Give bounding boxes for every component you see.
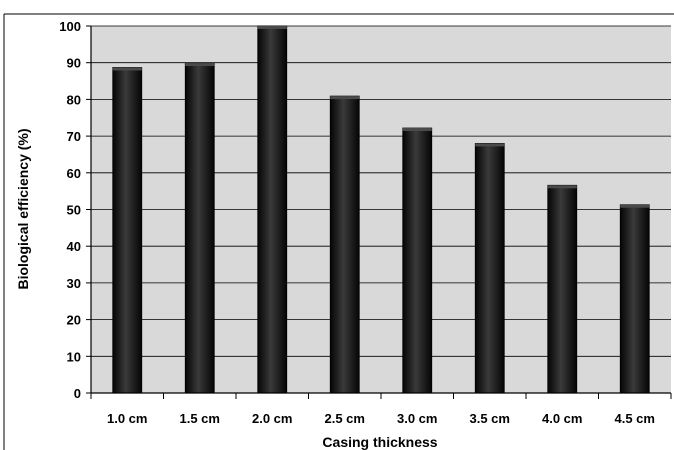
bar-top-highlight — [403, 128, 432, 131]
bar-top-highlight — [258, 26, 287, 29]
y-tick-label: 0 — [74, 386, 81, 401]
x-tick-label: 1.5 cm — [180, 411, 220, 426]
bar — [620, 205, 649, 393]
x-tick-label: 3.0 cm — [397, 411, 437, 426]
y-tick-label: 100 — [59, 19, 81, 34]
x-tick-label: 4.5 cm — [615, 411, 655, 426]
bar-top-highlight — [330, 96, 359, 99]
bar-top-highlight — [475, 143, 504, 146]
bar-top-highlight — [620, 205, 649, 208]
y-tick-label: 10 — [67, 349, 81, 364]
x-axis-title: Casing thickness — [322, 434, 437, 450]
y-tick-labels: 0 10 20 30 40 50 60 70 80 90 100 — [59, 19, 91, 401]
y-tick-label: 50 — [67, 203, 81, 218]
bar — [113, 67, 142, 393]
x-tick-label: 1.0 cm — [107, 411, 147, 426]
bar — [475, 143, 504, 393]
bar — [330, 96, 359, 393]
x-tick-labels: 1.0 cm 1.5 cm 2.0 cm 2.5 cm 3.0 cm 3.5 cm 4.0 … — [91, 393, 671, 426]
y-tick-label: 20 — [67, 313, 81, 328]
bar-top-highlight — [113, 67, 142, 70]
y-tick-label: 90 — [67, 56, 81, 71]
bar-top-highlight — [185, 63, 214, 66]
x-tick-label: 3.5 cm — [470, 411, 510, 426]
bar — [258, 26, 287, 393]
bar-top-highlight — [548, 185, 577, 188]
x-tick-label: 2.0 cm — [252, 411, 292, 426]
y-tick-label: 30 — [67, 276, 81, 291]
bar — [185, 63, 214, 393]
bar — [548, 185, 577, 393]
bar — [403, 128, 432, 393]
y-tick-label: 80 — [67, 92, 81, 107]
y-tick-label: 40 — [67, 239, 81, 254]
x-tick-label: 2.5 cm — [325, 411, 365, 426]
y-axis-title: Biological efficiency (%) — [15, 128, 31, 289]
x-tick-label: 4.0 cm — [542, 411, 582, 426]
y-tick-label: 60 — [67, 166, 81, 181]
y-tick-label: 70 — [67, 129, 81, 144]
